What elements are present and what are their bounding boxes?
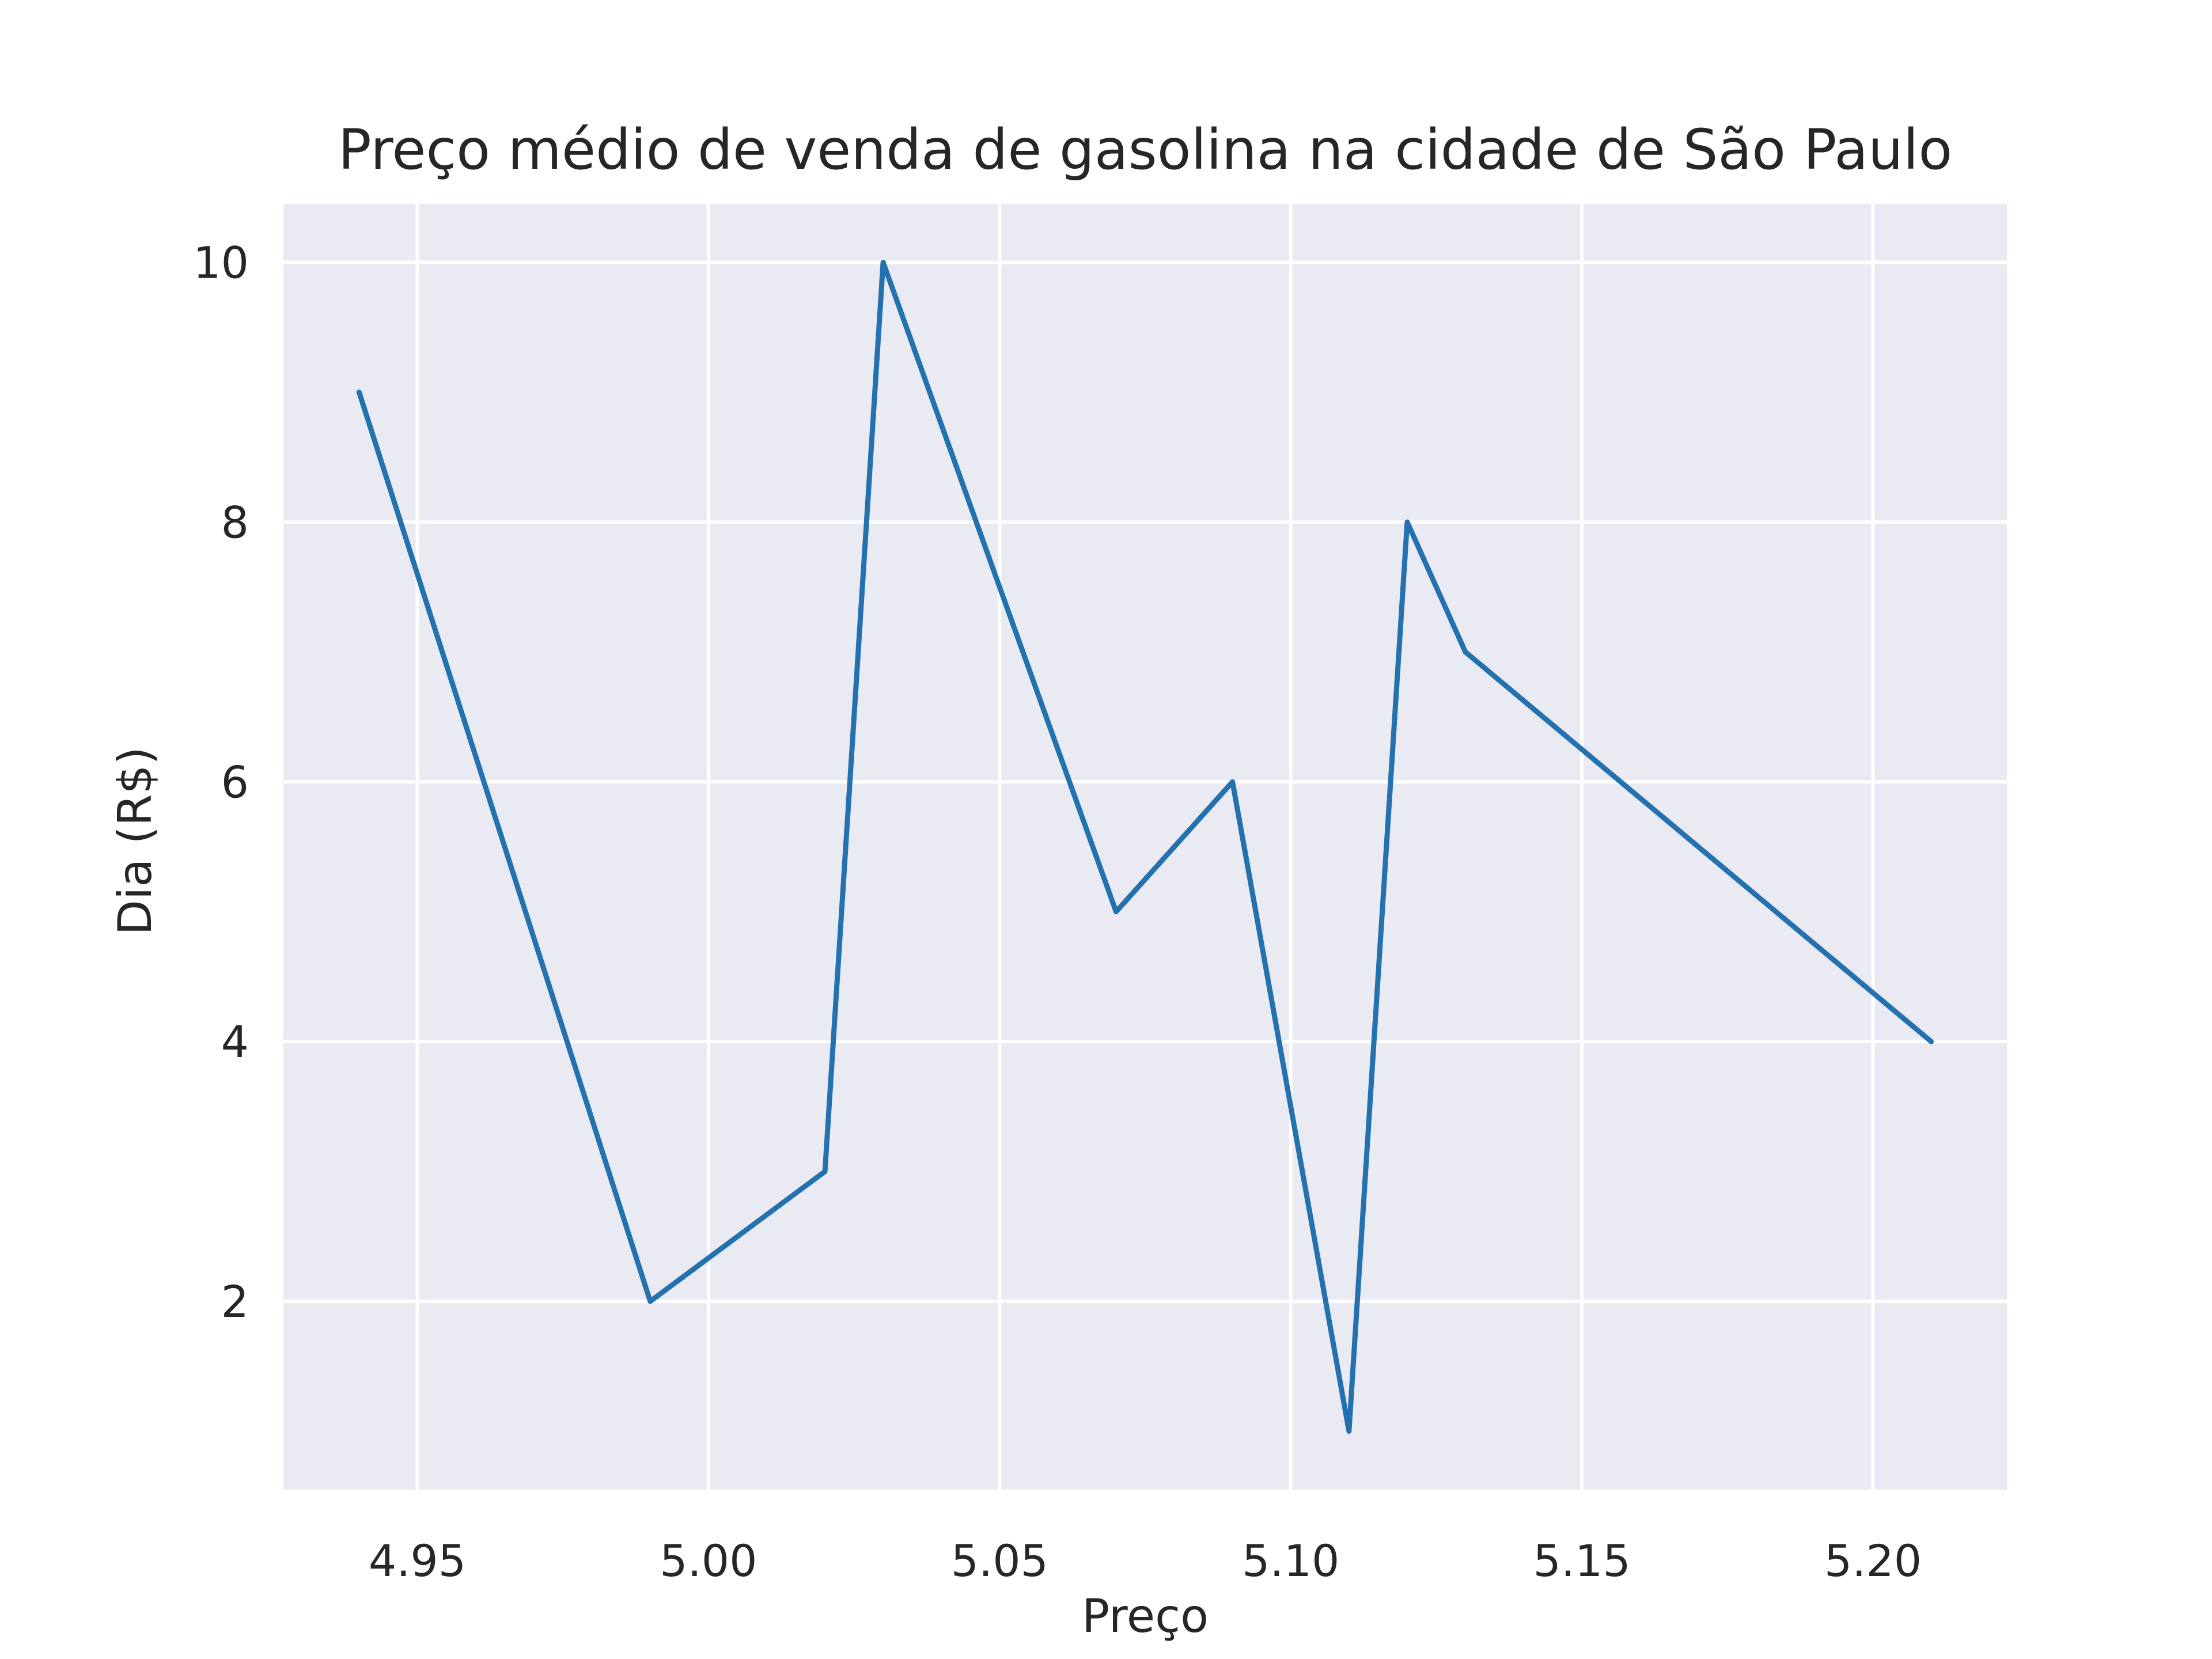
- x-tick-labels: 4.95 5.00 5.05 5.10 5.15 5.20: [369, 1535, 1922, 1586]
- x-tick-label: 5.15: [1533, 1535, 1630, 1586]
- price-series-line: [356, 260, 1934, 1434]
- y-tick-labels: 2 4 6 8 10: [193, 237, 249, 1327]
- y-tick-label: 10: [193, 237, 249, 288]
- x-tick-label: 5.00: [660, 1535, 757, 1586]
- x-tick-label: 5.10: [1242, 1535, 1339, 1586]
- x-gridlines: [415, 204, 1875, 1490]
- y-gridlines: [283, 260, 2007, 1304]
- y-tick-label: 4: [221, 1016, 249, 1067]
- y-axis-label: Dia (R$): [108, 747, 162, 935]
- x-tick-label: 4.95: [369, 1535, 466, 1586]
- x-tick-label: 5.20: [1824, 1535, 1922, 1586]
- x-axis-label: Preço: [1082, 1589, 1209, 1643]
- y-tick-label: 8: [221, 497, 249, 548]
- y-tick-label: 6: [221, 756, 249, 808]
- x-tick-label: 5.05: [951, 1535, 1048, 1586]
- chart-title: Preço médio de venda de gasolina na cida…: [338, 118, 1952, 182]
- y-tick-label: 2: [221, 1276, 249, 1327]
- plot-area: [283, 204, 2007, 1490]
